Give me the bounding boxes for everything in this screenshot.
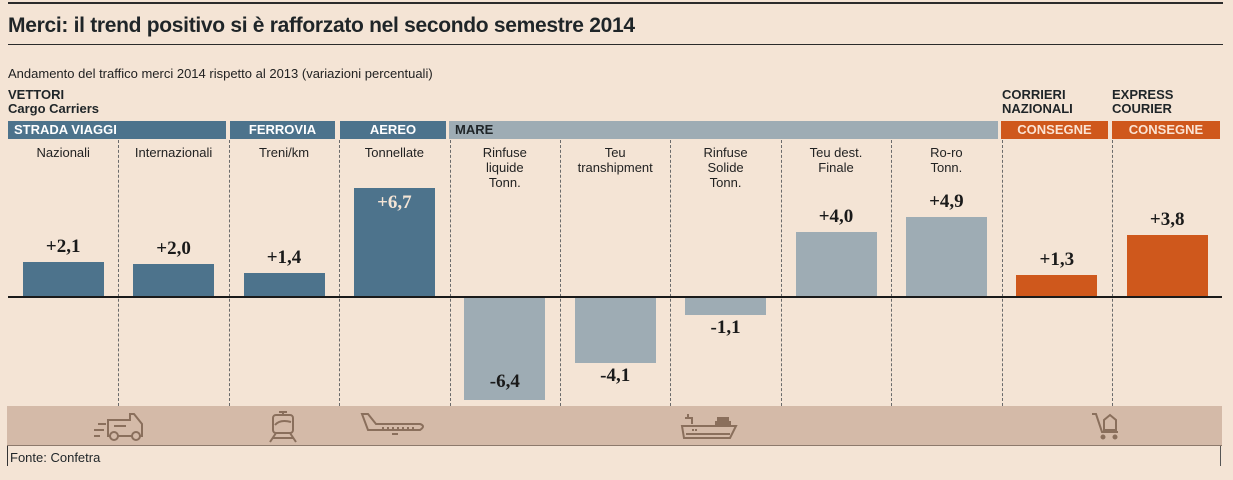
column-header: Ro-ro Tonn. <box>891 145 1001 175</box>
bar-value-label: +1,3 <box>1039 249 1075 271</box>
column-header-line: Rinfuse <box>482 145 527 160</box>
bar-value-label: +1,4 <box>266 247 302 269</box>
column-header-line: Treni/km <box>258 145 310 160</box>
column-header-line: Solide <box>707 160 744 175</box>
bar-value-label: +6,7 <box>377 192 412 214</box>
cart-icon <box>1092 413 1118 440</box>
column-separator <box>228 140 230 406</box>
column-header-line: Tonn. <box>488 175 521 190</box>
zero-axis <box>8 296 1222 298</box>
bar-value-label: -6,4 <box>489 371 520 393</box>
footer-right-line <box>1220 446 1221 466</box>
bar-value-label: +4,0 <box>818 205 854 227</box>
bar <box>1016 275 1098 296</box>
column-header-line: Tonn. <box>709 175 742 190</box>
column-header: Internazionali <box>118 145 228 160</box>
band-aereo: AEREO <box>340 121 446 139</box>
column-header-line: Teu dest. <box>809 145 863 160</box>
train-icon <box>269 411 297 443</box>
column-header-line: Rinfuse <box>703 145 748 160</box>
express-header: EXPRESS COURIER <box>1112 88 1173 116</box>
corrieri-header: CORRIERI NAZIONALI <box>1002 88 1073 116</box>
column-header-line: Nazionali <box>36 145 90 160</box>
bar-value-label: +4,9 <box>929 191 964 213</box>
band-ferrovia: FERROVIA <box>230 121 335 139</box>
bar <box>795 231 877 296</box>
truck-icon <box>94 413 143 441</box>
bar <box>1126 234 1208 296</box>
bar-value-label: -1,1 <box>710 316 741 338</box>
airplane-icon <box>360 413 424 435</box>
band-consegne-express: CONSEGNE <box>1112 121 1220 139</box>
bar-value-label: +2,0 <box>156 237 191 259</box>
ship-icon <box>680 414 738 439</box>
express-label-1: EXPRESS <box>1112 87 1174 102</box>
column-separator <box>118 140 120 406</box>
column-header: Rinfuse Solide Tonn. <box>670 145 780 190</box>
column-header: Treni/km <box>229 145 339 160</box>
corrieri-label-1: CORRIERI <box>1002 87 1066 102</box>
bar-value-label: -4,1 <box>600 365 631 386</box>
source-note: Fonte: Confetra <box>10 450 101 465</box>
bar-value-label: +2,1 <box>45 236 81 258</box>
column-separator <box>670 140 672 406</box>
column-header: Teu transhipment <box>560 145 670 175</box>
icon-band <box>7 406 1222 446</box>
bar <box>685 297 767 315</box>
bar <box>22 262 104 296</box>
corrieri-label-2: NAZIONALI <box>1002 101 1073 116</box>
band-strada-viaggi: STRADA VIAGGI <box>8 121 226 139</box>
bar <box>464 297 546 401</box>
column-header: Teu dest. Finale <box>781 145 891 175</box>
column-header: Nazionali <box>8 145 118 160</box>
column-header-line: Finale <box>818 160 854 175</box>
title-rule <box>8 44 1223 45</box>
column-separator <box>449 140 451 406</box>
column-separator <box>339 140 341 406</box>
column-header: Rinfuse liquide Tonn. <box>450 145 560 190</box>
column-header-line: Teu <box>604 145 626 160</box>
band-mare: MARE <box>449 121 998 139</box>
column-separator <box>891 140 893 406</box>
bar <box>133 263 215 296</box>
column-separator <box>780 140 782 406</box>
bar <box>243 273 325 296</box>
chart-title: Merci: il trend positivo si è rafforzato… <box>8 14 635 37</box>
vettori-header: VETTORI Cargo Carriers <box>8 88 99 116</box>
column-header-line: Tonnellate <box>364 145 425 160</box>
bar <box>574 297 656 363</box>
column-header-line: Tonn. <box>930 160 963 175</box>
bar <box>905 217 987 296</box>
vettori-label: VETTORI <box>8 87 65 102</box>
column-header-line: transhipment <box>577 160 653 175</box>
footer-left-line <box>7 446 8 466</box>
cargo-carriers-label: Cargo Carriers <box>8 101 100 116</box>
column-header: Tonnellate <box>339 145 449 160</box>
column-header-line: Ro-ro <box>930 145 963 160</box>
express-label-2: COURIER <box>1112 101 1172 116</box>
chart-subtitle: Andamento del traffico merci 2014 rispet… <box>8 66 433 81</box>
column-separator <box>1001 140 1003 406</box>
column-header-line: Internazionali <box>134 145 213 160</box>
band-consegne-corrieri: CONSEGNE <box>1001 121 1108 139</box>
bar-value-label: +3,8 <box>1149 208 1185 230</box>
top-rule <box>8 2 1223 4</box>
bar <box>353 188 435 296</box>
column-separator <box>560 140 561 406</box>
column-separator <box>1112 140 1113 406</box>
column-header-line: liquide <box>485 160 524 175</box>
